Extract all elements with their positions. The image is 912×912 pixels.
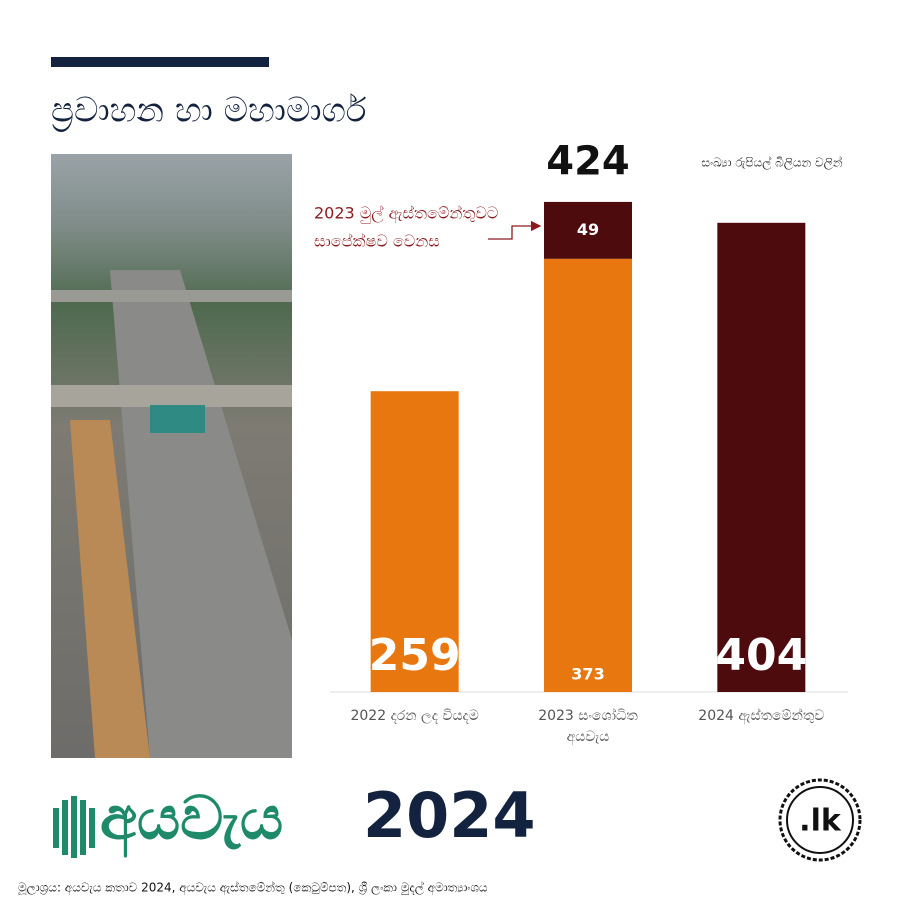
badge — [778, 778, 862, 862]
title-bar — [51, 57, 269, 67]
bar — [544, 258, 632, 692]
bar — [370, 391, 459, 692]
source: මූලාශ්‍රය: අයවැය කතාව 2024, අයවැය ඇස්තමේ… — [18, 880, 488, 895]
logo-year: 2024 — [363, 779, 536, 852]
unit-note: සංඛ්‍යා රුපියල් බිලියන වලින් — [701, 155, 842, 170]
bar — [544, 201, 632, 259]
data-label: 259 — [369, 630, 461, 681]
badge-ring — [786, 786, 854, 854]
annotation: 2023 මුල් ඇස්තමේන්තුවට — [314, 204, 498, 224]
bar — [717, 222, 806, 693]
chart: 259 373 49 424 404 — [369, 139, 807, 693]
data-label: 49 — [577, 220, 599, 239]
x-tick-label: 2023 සංශෝධිත අයවැය — [538, 708, 638, 745]
logo-word: අයවැය — [100, 784, 283, 858]
photo — [51, 154, 292, 758]
logo: අයවැය 2024 — [53, 779, 536, 858]
annotation-arrow — [488, 220, 542, 240]
total-label: 424 — [546, 139, 630, 185]
annotation: සාපේක්ෂව වෙනස — [314, 232, 440, 251]
x-tick-label: 2024 ඇස්තමේන්තුව — [698, 708, 825, 724]
x-tick-label: 2022 දරන ලද වියදම — [350, 708, 479, 724]
badge-text: .lk — [799, 804, 842, 839]
data-label: 373 — [571, 665, 604, 684]
data-label: 404 — [715, 630, 807, 681]
title: ප්‍රවාහන හා මහාමාර්ග — [51, 91, 367, 133]
